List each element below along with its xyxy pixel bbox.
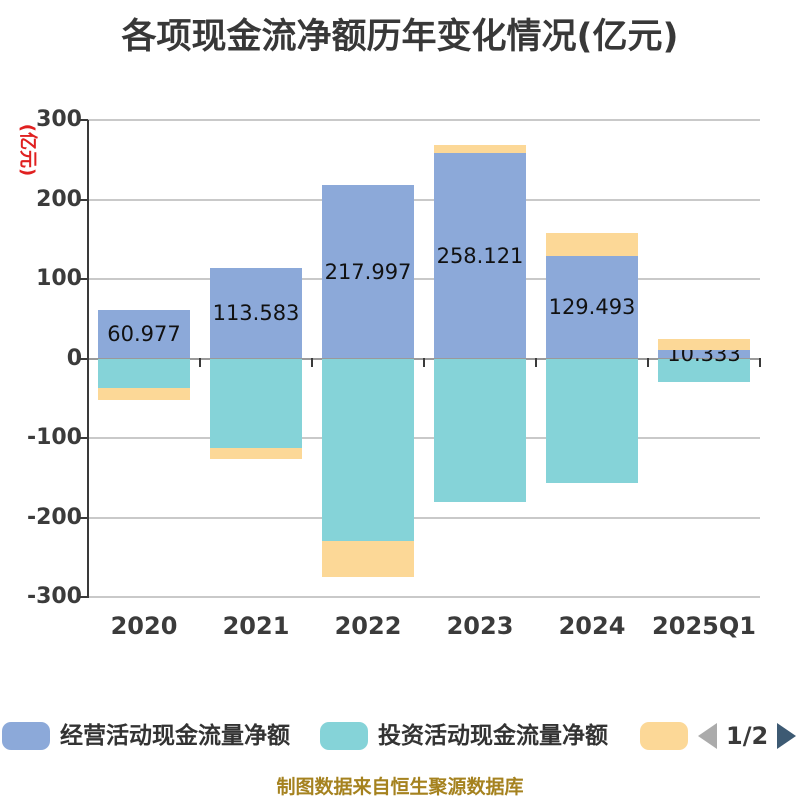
x-axis-label: 2024 <box>558 612 626 640</box>
bar-segment-operating[interactable] <box>546 255 638 359</box>
x-axis-tick <box>647 358 649 367</box>
y-axis-tick <box>80 198 88 201</box>
y-axis-tick <box>80 437 88 439</box>
bar-segment-operating[interactable] <box>434 153 526 359</box>
legend-next-arrow-icon[interactable] <box>777 723 797 749</box>
bar-segment-operating[interactable] <box>658 350 750 359</box>
bar-segment-investing[interactable] <box>98 358 190 388</box>
chart-title: 各项现金流净额历年变化情况(亿元) <box>121 17 679 57</box>
x-axis-tick <box>535 358 537 367</box>
x-axis-label: 2023 <box>446 612 514 640</box>
y-axis-tick <box>80 278 88 280</box>
x-axis-tick <box>199 358 201 367</box>
bar-value-label: 258.121 <box>436 243 524 268</box>
gridline <box>88 437 760 439</box>
bar-segment-investing[interactable] <box>210 358 302 448</box>
bar-value-label: 60.977 <box>107 322 181 347</box>
y-axis-tick <box>80 516 88 519</box>
gridline <box>88 119 760 121</box>
gridline <box>88 278 760 280</box>
y-tick-label: -200 <box>26 504 82 530</box>
x-axis-label: 2022 <box>334 612 402 640</box>
x-axis-label: 2020 <box>110 612 178 640</box>
legend-page-indicator: 1/2 <box>726 722 769 750</box>
y-tick-label: 0 <box>66 345 82 371</box>
bar-segment-operating[interactable] <box>98 310 190 359</box>
bar-segment-financing[interactable] <box>98 387 190 401</box>
bar-segment-investing[interactable] <box>434 358 526 502</box>
bar-segment-financing[interactable] <box>546 233 638 256</box>
bar-segment-investing[interactable] <box>546 358 638 484</box>
bar-segment-financing[interactable] <box>210 447 302 459</box>
gridline <box>88 198 760 201</box>
data-source-note: 制图数据来自恒生聚源数据库 <box>276 776 524 798</box>
y-axis-tick <box>80 596 88 598</box>
y-tick-label: 100 <box>36 266 82 291</box>
legend-prev-arrow-icon[interactable] <box>698 723 717 749</box>
x-axis-label: 2025Q1 <box>652 612 756 640</box>
x-axis-tick <box>759 358 761 367</box>
bar-segment-financing[interactable] <box>322 541 414 577</box>
y-axis-tick <box>80 119 88 121</box>
y-tick-label: 200 <box>36 186 82 212</box>
bar-value-label: 113.583 <box>212 301 300 326</box>
bar-segment-investing[interactable] <box>658 358 750 383</box>
x-axis-tick <box>423 358 425 367</box>
x-axis-label: 2021 <box>222 612 290 640</box>
legend-swatch-financing[interactable] <box>640 722 688 750</box>
x-axis-tick <box>87 358 89 367</box>
bar-value-label: 129.493 <box>548 295 636 320</box>
legend-label-investing[interactable]: 投资活动现金流量净额 <box>378 723 608 749</box>
bar-value-label: 217.997 <box>324 259 412 284</box>
y-axis-tick <box>80 357 88 360</box>
y-tick-label: -100 <box>26 425 82 450</box>
x-axis-tick <box>311 358 313 367</box>
bar-segment-operating[interactable] <box>210 268 302 359</box>
y-tick-label: 300 <box>36 107 82 132</box>
legend-pager: 1/2 <box>698 722 797 750</box>
bar-segment-operating[interactable] <box>322 185 414 359</box>
legend-swatch-investing[interactable] <box>320 722 368 750</box>
bar-segment-investing[interactable] <box>322 358 414 542</box>
bar-segment-financing[interactable] <box>658 339 750 351</box>
y-tick-label: -300 <box>26 584 82 609</box>
legend-swatch-operating[interactable] <box>2 722 50 750</box>
gridline <box>88 596 760 598</box>
bar-segment-financing[interactable] <box>434 144 526 154</box>
gridline <box>88 516 760 519</box>
legend-label-operating[interactable]: 经营活动现金流量净额 <box>60 723 290 749</box>
